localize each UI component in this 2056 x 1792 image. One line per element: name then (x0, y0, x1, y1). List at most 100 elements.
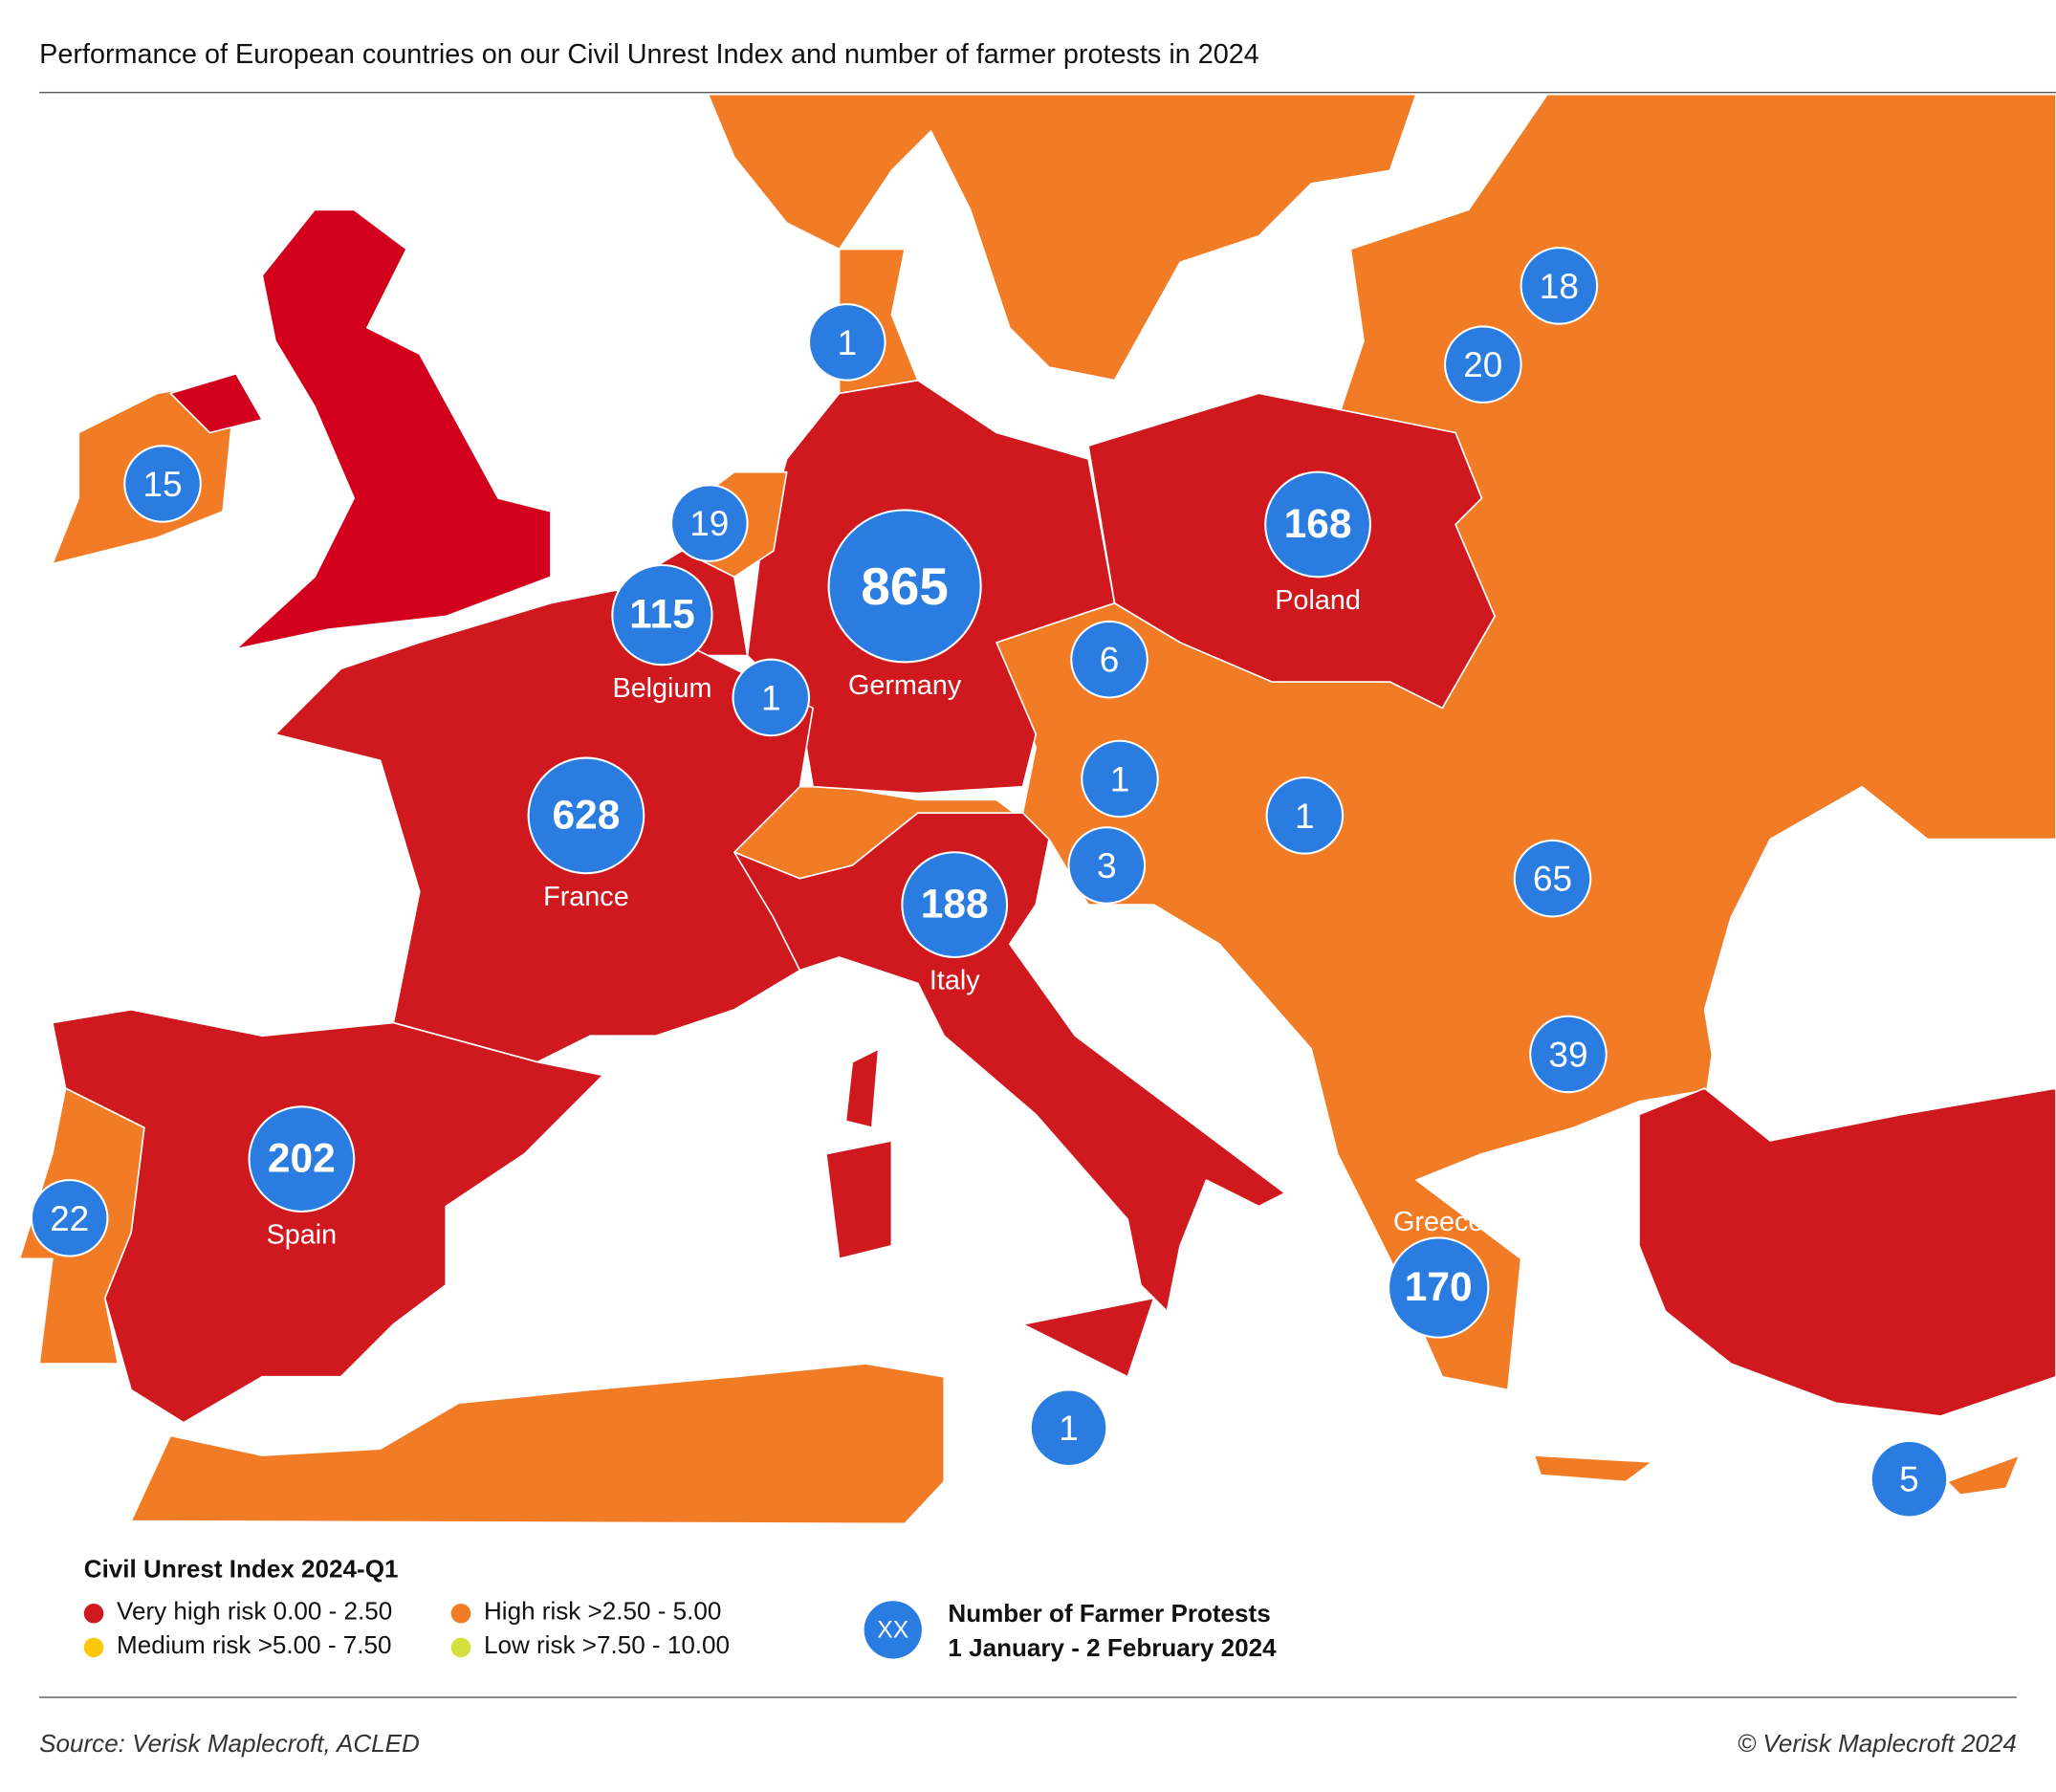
protest-bubble-lithuania: 20 (1444, 325, 1522, 404)
region-italy (733, 812, 1286, 1313)
protest-count: 1 (837, 322, 857, 362)
country-label: Belgium (612, 673, 711, 704)
protest-bubble-greece: 170 Greece (1388, 1207, 1490, 1339)
protest-bubble-austria: 1 (1081, 739, 1159, 819)
bubble-circle (1070, 620, 1148, 699)
bubble-circle (1029, 1388, 1108, 1468)
legend-high: High risk >2.50 - 5.00 (450, 1598, 721, 1627)
bubble-circle (827, 509, 982, 664)
protest-bubble-denmark: 1 (808, 303, 886, 382)
protest-bubble-cyprus: 5 (1870, 1439, 1949, 1519)
top-divider (39, 91, 2056, 94)
bubble-circle (123, 445, 202, 523)
region-crete (1533, 1454, 1653, 1483)
country-label: Poland (1275, 585, 1361, 616)
europe-map: 865 Germany 628 France 202 Spain 188 Italy 170 Gr… (18, 93, 2056, 1525)
region-spain (52, 1009, 604, 1424)
protest-count: 39 (1548, 1034, 1587, 1074)
bubble-circle (611, 563, 713, 667)
region-scandinavia (707, 93, 1417, 382)
bubble-circle (1067, 826, 1147, 905)
protest-bubble-hungary: 1 (1265, 776, 1345, 855)
bubble-circle (732, 658, 811, 737)
legend-low: Low risk >7.50 - 10.00 (450, 1632, 730, 1661)
protest-bubble-slovenia: 3 (1067, 826, 1147, 905)
page-title: Performance of European countries on our… (39, 39, 1259, 70)
source-note: Source: Verisk Maplecroft, ACLED (39, 1730, 420, 1759)
country-label: Italy (930, 966, 980, 996)
bubble-circle (1513, 839, 1592, 918)
protest-bubble-france: 628 France (527, 756, 645, 912)
bubble-circle (1081, 739, 1159, 819)
region-turkey (1638, 1087, 2056, 1417)
region-sardinia (825, 1140, 893, 1260)
region-northern-ireland (169, 372, 264, 434)
protest-count: 18 (1540, 266, 1579, 306)
protest-count: 1 (1110, 758, 1130, 798)
protest-bubble-czechia: 6 (1070, 620, 1148, 699)
protest-count: 1 (761, 677, 781, 717)
protest-count: 5 (1899, 1459, 1919, 1499)
protest-count: 20 (1463, 344, 1502, 384)
country-label: France (543, 882, 629, 912)
protest-bubble-portugal: 22 (30, 1179, 109, 1257)
protest-bubble-luxembourg: 1 (732, 658, 811, 737)
protest-bubble-poland: 168 Poland (1264, 470, 1371, 616)
region-black-sea (1704, 905, 2056, 1141)
region-corsica (844, 1048, 880, 1129)
legend-bubble-label: Number of Farmer Protests 1 January - 2 F… (948, 1601, 1277, 1663)
copyright: © Verisk Maplecroft 2024 (1737, 1730, 2017, 1759)
bubble-circle (1870, 1439, 1949, 1519)
protest-count: 3 (1097, 845, 1117, 885)
legend-bubble-symbol: XX (864, 1601, 922, 1659)
bubble-circle (1529, 1015, 1608, 1094)
protest-count: 168 (1284, 502, 1352, 547)
legend-swatch (83, 1603, 104, 1623)
legend-medium: Medium risk >5.00 - 7.50 (83, 1632, 391, 1661)
protest-count: 628 (552, 793, 620, 838)
protest-bubble-netherlands: 19 (670, 484, 749, 562)
protest-bubble-italy: 188 Italy (901, 851, 1009, 996)
legend-title: Civil Unrest Index 2024-Q1 (83, 1556, 399, 1584)
region-united-kingdom (234, 208, 552, 650)
country-label: Spain (267, 1220, 338, 1251)
protest-count: 19 (689, 503, 729, 543)
protest-count: 188 (921, 883, 989, 928)
protest-bubble-bulgaria: 39 (1529, 1015, 1608, 1094)
protest-bubble-latvia: 18 (1520, 247, 1599, 325)
legend-swatch (450, 1636, 471, 1657)
protest-bubble-malta: 1 (1029, 1388, 1108, 1468)
protest-count: 65 (1533, 859, 1572, 899)
bubble-circle (1520, 247, 1599, 325)
region-cyprus (1946, 1454, 2021, 1496)
legend-very-high: Very high risk 0.00 - 2.50 (83, 1598, 392, 1627)
protest-count: 865 (861, 557, 948, 616)
bubble-circle (901, 851, 1009, 959)
protest-count: 170 (1405, 1265, 1473, 1310)
bubble-circle (1264, 470, 1371, 579)
bubble-circle (1388, 1236, 1490, 1339)
bubble-circle (1265, 776, 1345, 855)
region-sicily (1021, 1297, 1155, 1378)
bubble-circle (527, 756, 645, 875)
protest-bubble-ireland: 15 (123, 445, 202, 523)
country-label: Germany (848, 670, 962, 701)
legend-swatch (83, 1636, 104, 1657)
bubble-circle (808, 303, 886, 382)
protest-count: 22 (50, 1198, 89, 1238)
bottom-divider (39, 1696, 2017, 1698)
protest-bubble-spain: 202 Spain (248, 1105, 356, 1251)
protest-count: 1 (1059, 1408, 1079, 1448)
legend-swatch (450, 1603, 471, 1623)
region-north-africa (130, 1363, 946, 1525)
protest-bubble-romania: 65 (1513, 839, 1592, 918)
protest-count: 115 (629, 593, 695, 638)
protest-bubble-germany: 865 Germany (827, 509, 982, 701)
protest-count: 15 (142, 464, 182, 504)
bubble-circle (670, 484, 749, 562)
protest-bubble-belgium: 115 Belgium (611, 563, 713, 704)
country-label: Greece (1393, 1207, 1483, 1237)
protest-count: 6 (1100, 640, 1120, 680)
bubble-circle (30, 1179, 109, 1257)
